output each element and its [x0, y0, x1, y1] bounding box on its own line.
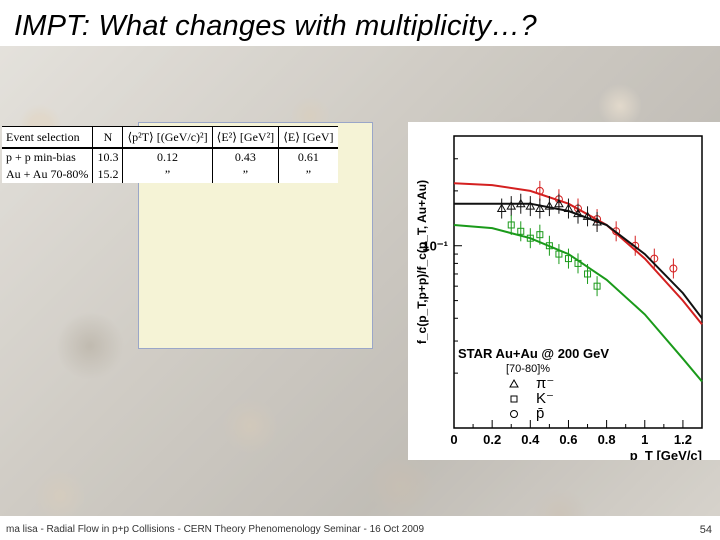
- data-point: [506, 201, 517, 210]
- table-header: ⟨E⟩ [GeV]: [278, 126, 338, 149]
- data-point: [544, 201, 555, 210]
- data-point: [525, 201, 536, 210]
- data-point: [563, 203, 574, 213]
- x-tick-label: 0.4: [521, 432, 540, 447]
- legend-entry: K⁻: [536, 390, 554, 407]
- table-row: p + p min-bias 10.3 0.12 0.43 0.61: [2, 148, 338, 166]
- ratio-chart: 0 0.2 0.4 0.6 0.8 1 1.2 10⁻¹ p_T [GeV/c] f_c(p_T,…: [408, 122, 720, 463]
- table-cell: ”: [212, 166, 280, 183]
- table-cell: p + p min-bias: [2, 148, 94, 166]
- x-tick-label: 1: [641, 432, 648, 447]
- x-tick-label: 0.8: [598, 432, 616, 447]
- legend-entry: π⁻: [536, 375, 554, 392]
- data-point: [650, 254, 659, 263]
- x-axis-label: p_T [GeV/c]: [630, 448, 702, 460]
- data-point: [582, 211, 593, 220]
- legend-marker: [510, 395, 518, 403]
- data-point: [555, 250, 563, 258]
- x-tick-label: 0.6: [559, 432, 577, 447]
- x-tick-label: 0: [450, 432, 457, 447]
- data-point: [554, 198, 564, 208]
- plot-frame: [453, 135, 703, 429]
- data-point: [584, 270, 592, 278]
- data-point: [534, 203, 545, 213]
- table-cell: Au + Au 70-80%: [2, 166, 94, 183]
- data-point: [574, 259, 582, 267]
- slide-title: IMPT: What changes with multiplicity…?: [14, 10, 537, 42]
- data-point: [593, 282, 601, 290]
- data-point: [669, 264, 678, 273]
- y-tick-label: 10⁻¹: [422, 239, 448, 254]
- table-cell: 0.43: [212, 148, 280, 166]
- legend-subtitle: [70-80]%: [506, 363, 550, 375]
- legend-entry: p̄: [536, 405, 544, 422]
- table-row: Au + Au 70-80% 15.2 ” ” ”: [2, 166, 338, 183]
- data-point: [573, 208, 583, 218]
- legend-marker: [510, 410, 518, 418]
- data-point: [515, 198, 526, 208]
- table-cell: ”: [305, 167, 312, 181]
- table-cell: ”: [122, 166, 213, 183]
- table-header: Event selection: [2, 126, 94, 149]
- table-cell: 10.3: [92, 148, 124, 166]
- data-point: [496, 203, 507, 213]
- data-point: [517, 227, 525, 235]
- legend-title: STAR Au+Au @ 200 GeV: [458, 346, 609, 361]
- table-cell: 15.2: [92, 166, 124, 183]
- x-tick-label: 1.2: [674, 432, 692, 447]
- table-cell: 0.61: [297, 150, 319, 164]
- y-axis-label: f_c(p_T,p+p)/f_c(p_T, Au+Au): [415, 180, 429, 344]
- data-point: [545, 242, 553, 250]
- table-header: N: [92, 126, 124, 149]
- slide-footer: ma lisa - Radial Flow in p+p Collisions …: [6, 524, 425, 535]
- data-point: [507, 221, 515, 229]
- data-point: [631, 241, 640, 250]
- x-tick-label: 0.2: [483, 432, 501, 447]
- table-header: ⟨p²T⟩ [(GeV/c)²]: [122, 126, 213, 149]
- data-point: [592, 216, 602, 226]
- table-header-row: Event selection N ⟨p²T⟩ [(GeV/c)²] ⟨E²⟩ …: [2, 126, 338, 149]
- data-point: [526, 234, 534, 242]
- data-point: [564, 255, 572, 263]
- data-point: [612, 227, 621, 236]
- table-header: ⟨E²⟩ [GeV²]: [212, 126, 280, 149]
- data-point: [535, 186, 544, 195]
- legend-marker: [509, 378, 519, 388]
- event-selection-table: Event selection N ⟨p²T⟩ [(GeV/c)²] ⟨E²⟩ …: [2, 126, 338, 183]
- data-point: [536, 231, 544, 239]
- chart-svg: 0 0.2 0.4 0.6 0.8 1 1.2 10⁻¹ p_T [GeV/c] f_c(p_T,…: [415, 135, 703, 463]
- page-number: 54: [699, 524, 712, 536]
- table-cell: 0.12: [122, 148, 213, 166]
